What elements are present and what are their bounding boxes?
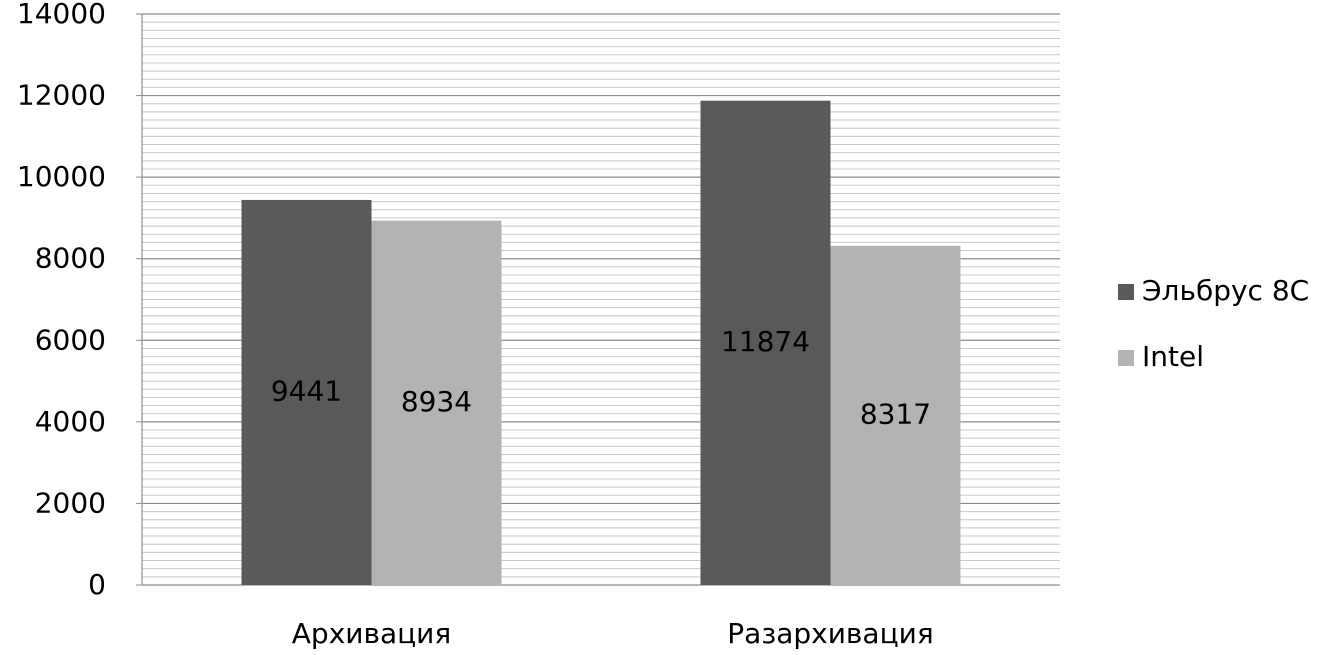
y-tick-label: 8000 [35, 242, 106, 275]
y-tick-label: 0 [88, 568, 106, 601]
legend-swatch [1118, 284, 1134, 300]
legend-swatch [1118, 350, 1134, 366]
bar [830, 245, 961, 585]
legend-label: Эльбрус 8С [1142, 274, 1309, 307]
y-tick-label: 6000 [35, 323, 106, 356]
y-tick-label: 4000 [35, 405, 106, 438]
x-tick-label: Разархивация [727, 617, 933, 650]
data-label: 8934 [401, 385, 472, 418]
bar [241, 199, 372, 585]
data-label: 9441 [271, 374, 342, 407]
x-tick-label: Архивация [292, 617, 451, 650]
data-label: 8317 [860, 397, 931, 430]
y-tick-label: 2000 [35, 486, 106, 519]
y-tick-label: 10000 [17, 160, 106, 193]
y-tick-label: 12000 [17, 79, 106, 112]
data-label: 11874 [721, 325, 810, 358]
bar [700, 100, 831, 586]
y-tick-label: 14000 [17, 0, 106, 30]
bar [371, 220, 502, 585]
legend-label: Intel [1142, 340, 1204, 373]
